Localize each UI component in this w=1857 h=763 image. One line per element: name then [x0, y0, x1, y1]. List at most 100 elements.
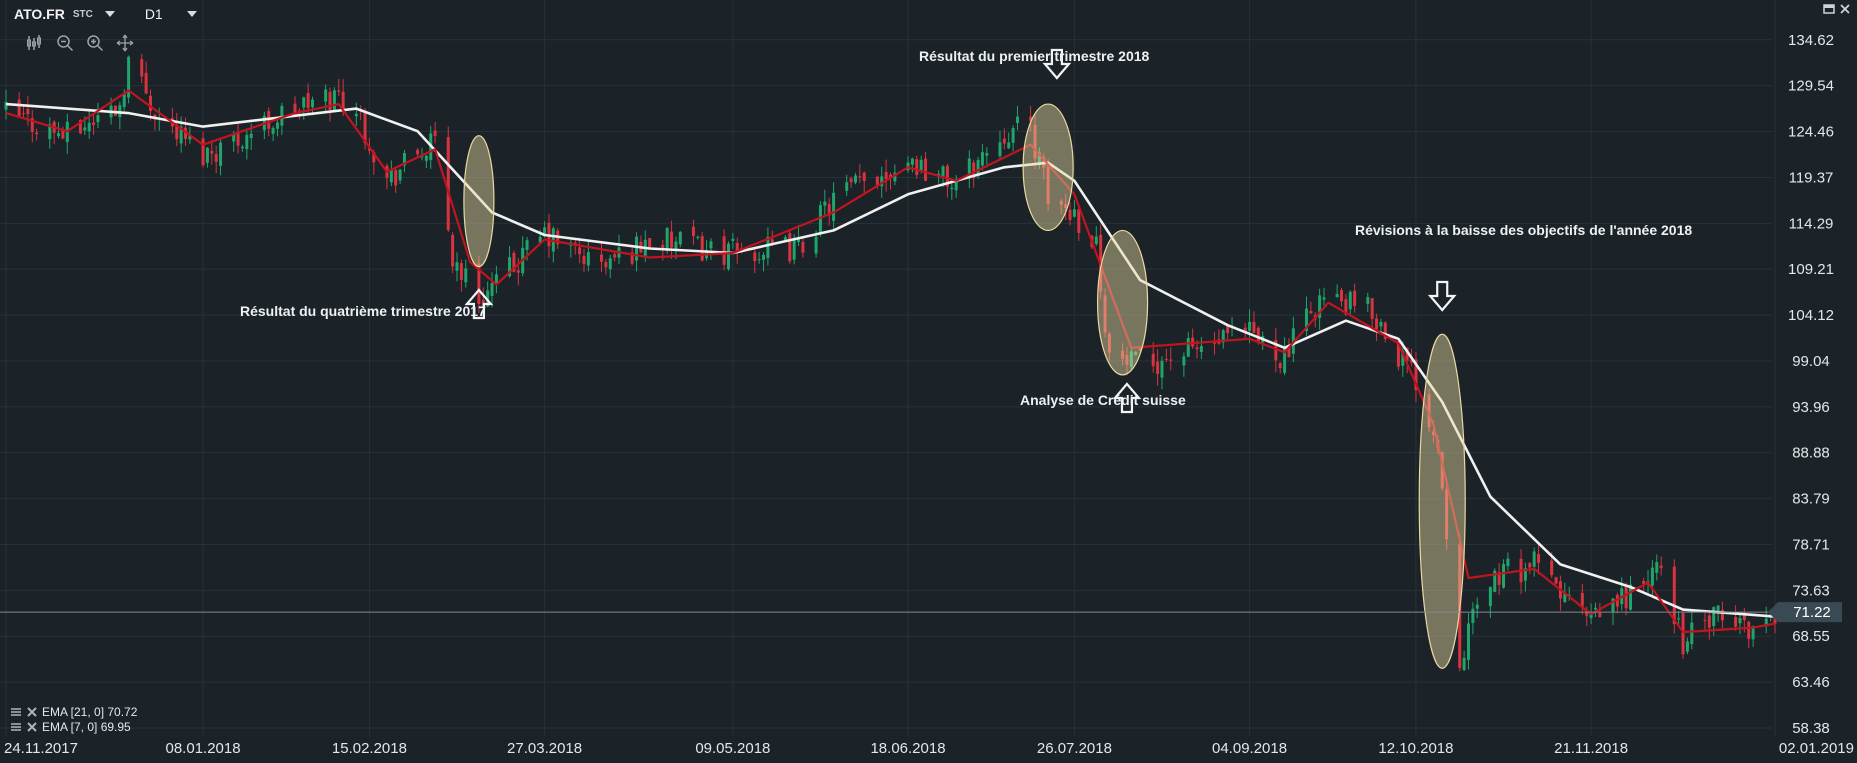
- candle-body: [858, 176, 862, 178]
- candle-body: [1523, 568, 1527, 581]
- x-tick-label: 04.09.2018: [1212, 740, 1287, 757]
- candle-body: [1528, 563, 1532, 568]
- candle-body: [1672, 566, 1676, 624]
- candle-body: [1707, 615, 1711, 628]
- candle-body: [402, 153, 406, 166]
- symbol-label[interactable]: ATO.FR: [14, 6, 65, 22]
- y-tick-label: 109.21: [1788, 261, 1834, 278]
- candle-body: [1046, 163, 1050, 204]
- candle-body: [280, 105, 284, 126]
- candle-body: [1554, 577, 1558, 584]
- candle-body: [972, 162, 976, 179]
- y-tick-label: 73.63: [1792, 582, 1830, 599]
- settings-icon[interactable]: [10, 706, 22, 718]
- settings-icon[interactable]: [10, 721, 22, 733]
- candle-body: [1502, 564, 1506, 588]
- candle-body: [1366, 297, 1370, 304]
- candle-body: [818, 205, 822, 234]
- candle-body: [490, 283, 494, 296]
- candle-body: [604, 262, 608, 268]
- candle-body: [880, 176, 884, 187]
- zoom-in-icon[interactable]: [86, 34, 104, 52]
- candle-body: [1129, 351, 1133, 368]
- candle-body: [61, 130, 65, 139]
- candle-body: [1681, 613, 1685, 655]
- y-tick-label: 99.04: [1792, 353, 1830, 370]
- candle-body: [240, 146, 244, 149]
- candle-body: [1191, 337, 1195, 347]
- candle-body: [1427, 394, 1431, 428]
- candle-body: [1690, 622, 1694, 645]
- candle-body: [924, 158, 928, 181]
- candle-body: [525, 240, 529, 250]
- remove-indicator-icon[interactable]: [26, 706, 38, 718]
- candle-body: [1655, 562, 1659, 573]
- x-tick-label: 27.03.2018: [507, 740, 582, 757]
- candle-body: [420, 156, 424, 158]
- candle-body: [1445, 489, 1449, 540]
- crosshair-icon[interactable]: [116, 34, 134, 52]
- candle-body: [1156, 361, 1160, 374]
- symbol-dropdown-icon[interactable]: [104, 11, 115, 17]
- y-tick-label: 83.79: [1792, 491, 1830, 508]
- candle-body: [494, 274, 498, 285]
- x-tick-label: 15.02.2018: [332, 740, 407, 757]
- chart-header: ATO.FR STC D1: [14, 6, 197, 22]
- y-tick-label: 114.29: [1789, 215, 1834, 232]
- x-tick-label: 18.06.2018: [870, 740, 945, 757]
- candle-body: [849, 178, 853, 183]
- candle-body: [416, 149, 420, 155]
- candle-body: [1410, 359, 1414, 363]
- candle-body: [48, 124, 52, 140]
- candle-body: [582, 255, 586, 265]
- candle-body: [4, 101, 8, 110]
- candle-body: [1720, 609, 1724, 621]
- candle-body: [827, 204, 831, 216]
- candle-body: [394, 170, 398, 186]
- x-tick-label: 21.11.2018: [1554, 740, 1628, 757]
- window-controls: [1823, 2, 1851, 14]
- candle-body: [1256, 327, 1260, 342]
- zoom-out-icon[interactable]: [56, 34, 74, 52]
- arrow-down-icon: [1042, 48, 1072, 80]
- candle-body: [332, 90, 336, 111]
- candle-body: [486, 290, 490, 307]
- candle-body: [459, 263, 463, 280]
- candle-body: [1589, 613, 1593, 618]
- candle-body: [1340, 290, 1344, 302]
- candle-body: [1094, 236, 1098, 245]
- candle-body: [1002, 138, 1006, 144]
- remove-indicator-icon[interactable]: [26, 721, 38, 733]
- candle-body: [1471, 608, 1475, 624]
- candles-icon[interactable]: [26, 34, 44, 52]
- restore-icon[interactable]: [1823, 2, 1835, 14]
- candle-body: [1287, 347, 1291, 358]
- candle-body: [1283, 347, 1287, 373]
- x-tick-label: 02.01.2019: [1779, 740, 1854, 757]
- timeframe-dropdown-icon[interactable]: [186, 11, 197, 17]
- candle-body: [630, 252, 634, 264]
- candle-body: [1160, 360, 1164, 378]
- candle-body: [915, 159, 919, 176]
- candle-body: [853, 175, 857, 183]
- annotation-revisions-2018: Révisions à la baisse des objectifs de l…: [1355, 222, 1693, 238]
- candle-body: [140, 59, 144, 77]
- candle-body: [1353, 290, 1357, 306]
- candle-body: [1493, 570, 1497, 592]
- annotation-q1-2018: Résultat du premier trimestre 2018: [919, 48, 1150, 64]
- candle-body: [236, 133, 240, 146]
- candle-body: [665, 227, 669, 251]
- timeframe-label[interactable]: D1: [144, 6, 163, 22]
- candle-body: [144, 72, 148, 94]
- candle-body: [122, 94, 126, 108]
- candle-body: [608, 258, 612, 270]
- candle-body: [950, 187, 954, 190]
- candle-body: [1015, 116, 1019, 123]
- candle-body: [188, 135, 192, 140]
- candle-body: [731, 238, 735, 241]
- candle-body: [113, 105, 117, 116]
- close-icon[interactable]: [1839, 2, 1851, 14]
- candle-body: [1138, 346, 1142, 351]
